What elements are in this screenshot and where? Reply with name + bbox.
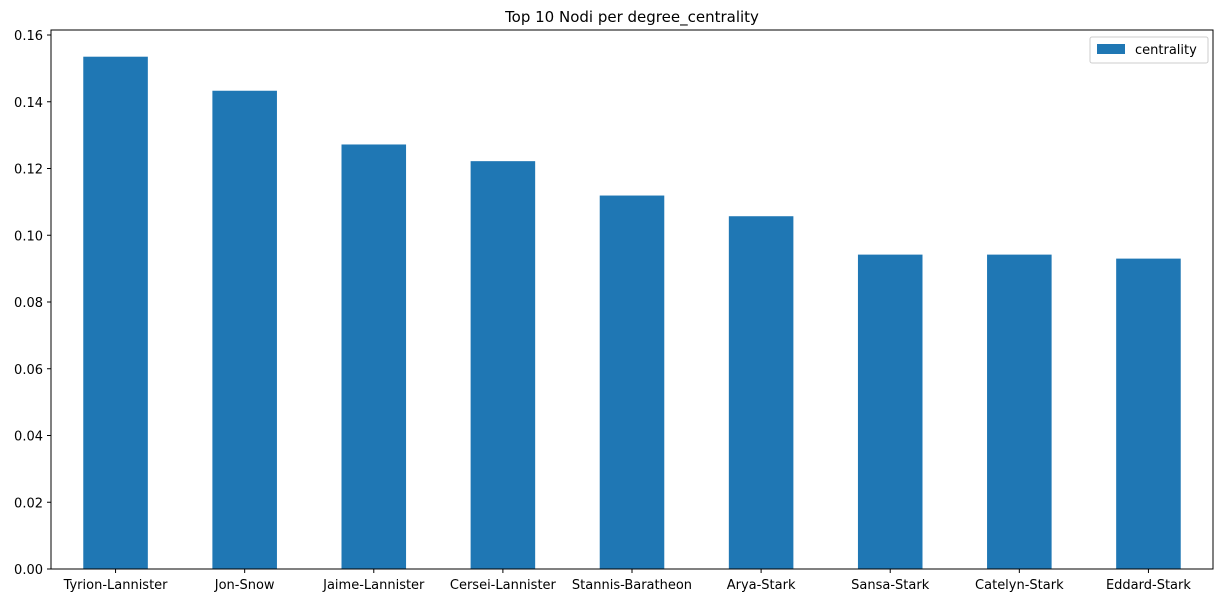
bar — [728, 216, 794, 569]
x-tick-label: Sansa-Stark — [851, 578, 930, 593]
x-tick-label: Tyrion-Lannister — [63, 578, 169, 593]
x-tick-label: Eddard-Stark — [1106, 578, 1191, 593]
y-tick-label: 0.04 — [14, 430, 43, 445]
bar — [1116, 258, 1181, 569]
legend: centrality — [1089, 36, 1209, 64]
y-tick-label: 0.16 — [14, 29, 43, 44]
x-tick-label: Catelyn-Stark — [975, 578, 1064, 593]
y-tick-label: 0.06 — [14, 363, 43, 378]
x-tick-label: Cersei-Lannister — [450, 578, 557, 593]
chart-title: Top 10 Nodi per degree_centrality — [504, 8, 759, 27]
bars-layer — [83, 56, 1181, 570]
x-tick-label: Arya-Stark — [727, 578, 796, 593]
y-tick-label: 0.08 — [14, 296, 43, 311]
bar — [212, 90, 277, 570]
legend-swatch — [1097, 44, 1125, 54]
x-tick-label: Jon-Snow — [214, 578, 275, 593]
plot-frame — [50, 29, 1214, 570]
bar — [987, 254, 1052, 569]
x-tick-label: Jaime-Lannister — [322, 578, 425, 593]
bar — [599, 195, 665, 569]
x-tick-label: Stannis-Baratheon — [572, 578, 692, 593]
bar — [83, 56, 148, 569]
bar — [470, 161, 536, 569]
y-tick-label: 0.10 — [14, 229, 43, 244]
y-tick-label: 0.12 — [14, 163, 43, 178]
y-tick-label: 0.14 — [14, 96, 43, 111]
bar — [341, 144, 407, 570]
legend-box — [1089, 36, 1209, 64]
y-tick-label: 0.02 — [14, 496, 43, 511]
bar — [857, 254, 923, 569]
y-axis: 0.00 0.02 0.04 0.06 0.08 0.10 0.12 0.14 0.16 — [14, 29, 51, 578]
x-axis: Tyrion-Lannister Jon-Snow Jaime-Lannister C… — [63, 569, 1191, 593]
y-tick-label: 0.00 — [14, 563, 43, 578]
legend-label: centrality — [1135, 43, 1197, 58]
